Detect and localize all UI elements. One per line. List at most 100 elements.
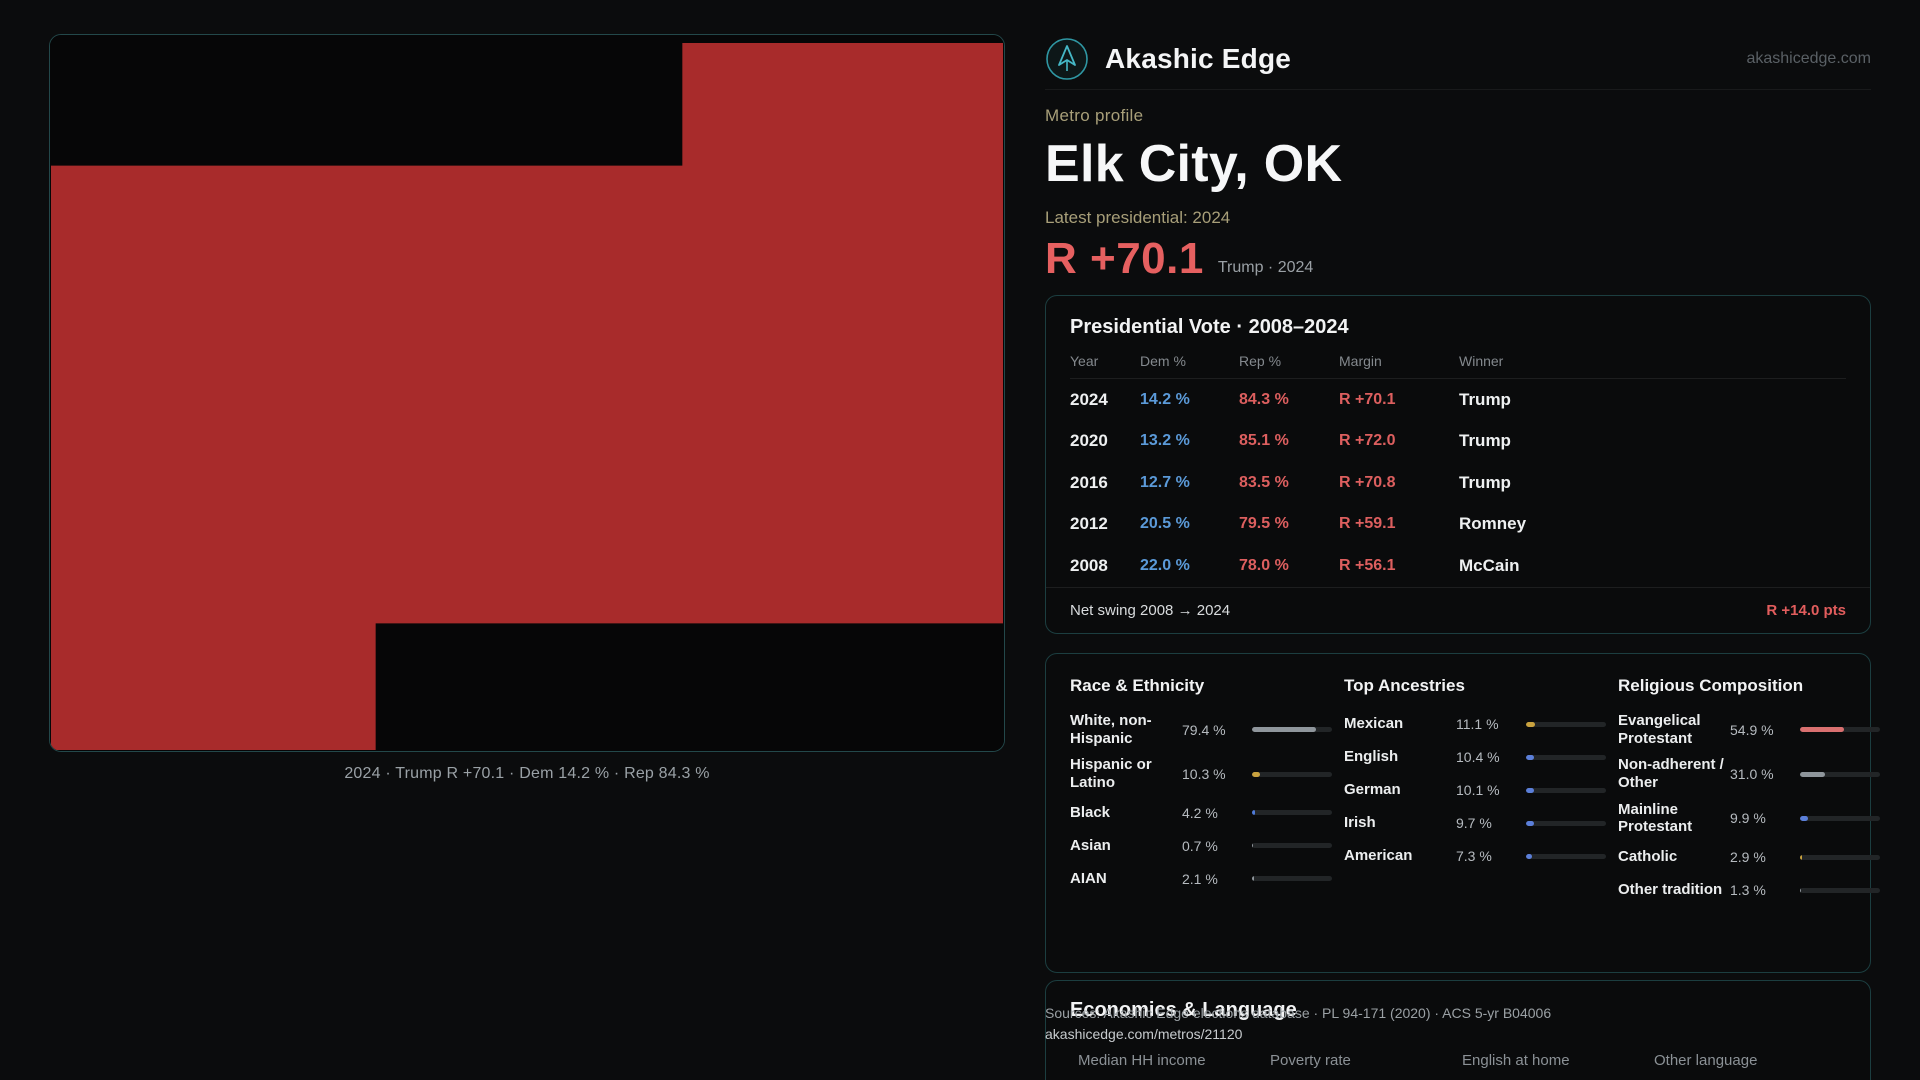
stat-value: 92.9 % [1462,1076,1654,1080]
stat-value: 10.3 % [1182,766,1226,783]
site-link[interactable]: akashicedge.com [1746,49,1871,67]
table-row: 2020 13.2 % 85.1 % R +72.0 Trump [1070,421,1846,463]
net-swing-row: Net swing 2008 → 2024 R +14.0 pts [1046,586,1870,633]
stat-label: Mexican [1344,715,1404,733]
cell-dem: 14.2 % [1140,390,1190,408]
stat-value: $43,016 [1078,1076,1270,1080]
cell-dem: 20.5 % [1140,515,1190,533]
stat-label: Hispanic or Latino [1070,756,1152,792]
stat-english-at-home: English at home 92.9 % [1462,1052,1654,1080]
mini-bar [1526,853,1606,859]
cell-year: 2016 [1070,472,1108,492]
stat-label: Evangelical Protestant [1618,712,1701,747]
list-item: Catholic 2.9 % [1618,845,1880,869]
stat-value: 10.1 % [1456,782,1500,798]
stat-label: Median HH income [1078,1052,1206,1069]
cell-rep: 79.5 % [1239,515,1289,533]
cell-rep: 85.1 % [1239,432,1289,450]
stat-value: 1.3 % [1730,882,1766,899]
mini-bar [1800,887,1880,893]
cell-winner: Trump [1459,472,1511,492]
mini-bar [1252,843,1332,849]
cell-year: 2024 [1070,389,1108,409]
section-title: Race & Ethnicity [1070,676,1205,695]
list-item: Irish 9.7 % [1344,811,1606,835]
econ-stats-grid: Median HH income $43,016 Poverty rate 17… [1070,1052,1846,1080]
akashic-edge-logo-icon [1046,37,1088,80]
mini-bar [1252,876,1332,882]
mini-bar [1252,771,1332,777]
brand-name: Akashic Edge [1105,42,1292,74]
list-item: White, non-Hispanic 79.4 % [1070,712,1332,747]
stat-value: 4.2 % [1182,804,1218,821]
col-year: Year [1070,353,1099,369]
stat-label: White, non-Hispanic [1070,712,1152,747]
mini-bar [1252,727,1332,733]
cell-winner: Trump [1459,389,1511,409]
mini-bar [1526,721,1606,727]
mini-bar [1526,787,1606,793]
col-dem: Dem % [1140,353,1186,369]
latest-presidential-label: Latest presidential: 2024 [1045,208,1231,227]
stat-value: 54.9 % [1730,721,1774,738]
cell-rep: 84.3 % [1239,390,1289,408]
cell-winner: McCain [1459,555,1520,575]
econ-card-title: Economics & Language [1070,999,1297,1021]
page-title: Elk City, OK [1045,135,1343,193]
col-winner: Winner [1459,353,1504,369]
stat-value: 9.9 % [1730,810,1766,827]
stat-value: 17.5 % [1270,1076,1462,1080]
cell-year: 2012 [1070,514,1108,534]
stat-value: 31.0 % [1730,766,1774,783]
sources-note: Sources: Akashic Edge elections database… [1045,1005,1552,1021]
section-title: Top Ancestries [1344,676,1465,695]
mini-bar [1800,771,1880,777]
stat-label: Irish [1344,814,1376,832]
vote-card-title: Presidential Vote · 2008–2024 [1070,316,1349,338]
headline-margin-value: R +70.1 [1045,234,1204,283]
headline-margin-sub: Trump · 2024 [1217,259,1314,276]
stat-label: AIAN [1070,869,1107,887]
cell-dem: 13.2 % [1140,432,1190,450]
list-item: Non-adherent / Other 31.0 % [1618,756,1880,791]
stat-label: English at home [1462,1052,1570,1069]
metro-region-shape [50,42,1004,751]
religious-composition-section: Religious Composition Evangelical Protes… [1618,676,1880,911]
table-row: 2016 12.7 % 83.5 % R +70.8 Trump [1070,462,1846,504]
stat-label: Poverty rate [1270,1052,1351,1069]
metro-map [50,35,1004,751]
race-ethnicity-section: Race & Ethnicity White, non-Hispanic 79.… [1070,676,1332,911]
stat-median-income: Median HH income $43,016 [1078,1052,1270,1080]
net-swing-value: R +14.0 pts [1766,601,1846,619]
stat-label: Asian [1070,836,1111,854]
demographics-grid: Race & Ethnicity White, non-Hispanic 79.… [1070,676,1880,911]
stat-label: American [1344,847,1413,865]
cell-rep: 78.0 % [1239,556,1289,574]
cell-dem: 12.7 % [1140,473,1190,491]
mini-bar [1252,810,1332,816]
stat-value: 9.7 % [1456,815,1492,831]
list-item: Evangelical Protestant 54.9 % [1618,712,1880,747]
stat-value: 79.4 % [1182,721,1226,738]
list-item: Black 4.2 % [1070,801,1332,825]
cell-margin: R +56.1 [1339,556,1396,574]
table-row: 2024 14.2 % 84.3 % R +70.1 Trump [1070,379,1846,421]
stat-label: Other tradition [1618,881,1723,899]
stat-value: 2.1 % [1182,870,1218,887]
stat-label: German [1344,781,1401,799]
stat-label: Other language [1654,1052,1758,1069]
list-item: English 10.4 % [1344,745,1606,769]
permalink[interactable]: akashicedge.com/metros/21120 [1045,1026,1243,1042]
economics-language-card: Economics & Language Median HH income $4… [1045,980,1871,1080]
cell-year: 2020 [1070,431,1108,451]
vote-table-header: Year Dem % Rep % Margin Winner [1070,353,1846,379]
stat-value: 0.7 % [1182,837,1218,854]
metro-map-panel [49,34,1005,752]
list-item: American 7.3 % [1344,844,1606,868]
net-swing-label: Net swing 2008 → 2024 [1070,601,1231,619]
list-item: Hispanic or Latino 10.3 % [1070,756,1332,791]
cell-winner: Trump [1459,431,1511,451]
mini-bar [1800,727,1880,733]
list-item: Mainline Protestant 9.9 % [1618,801,1880,836]
table-row: 2012 20.5 % 79.5 % R +59.1 Romney [1070,504,1846,546]
